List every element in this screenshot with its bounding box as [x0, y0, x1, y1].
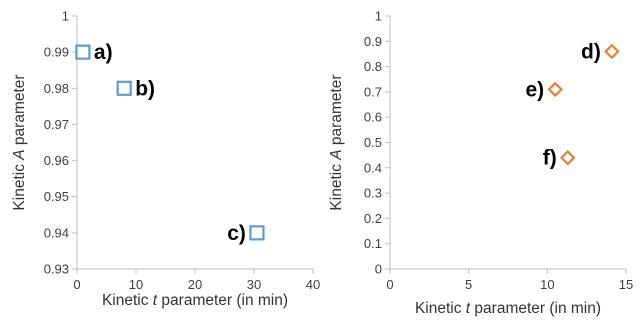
- x-axis-title: Kinetic t parameter (in min): [415, 300, 601, 317]
- y-tick-label: 0.2: [364, 211, 382, 226]
- x-tick-label: 15: [619, 277, 633, 292]
- y-tick-label: 0.98: [44, 81, 69, 96]
- y-tick-label: 0.6: [364, 110, 382, 125]
- data-point: [75, 44, 91, 60]
- y-tick-label: 0.3: [364, 186, 382, 201]
- y-tick-label: 0.7: [364, 84, 382, 99]
- data-point: [604, 43, 620, 60]
- x-axis-title: Kinetic t parameter (in min): [102, 292, 288, 309]
- y-axis-title-part: Kinetic: [11, 160, 28, 211]
- x-axis-title-part: Kinetic: [415, 300, 466, 317]
- x-tick-label: 5: [465, 277, 472, 292]
- data-label: b): [135, 77, 155, 100]
- y-tick-label: 0.5: [364, 135, 382, 150]
- x-tick-label: 30: [247, 277, 261, 292]
- y-tick-label: 0.94: [44, 225, 69, 240]
- data-label: a): [94, 41, 113, 64]
- x-tick-label: 0: [386, 277, 393, 292]
- x-tick-label: 10: [129, 277, 143, 292]
- y-axis-title-part: Kinetic: [328, 160, 345, 211]
- y-axis-title-part: parameter: [328, 74, 345, 149]
- data-label: e): [526, 78, 545, 101]
- y-tick-label: 0.95: [44, 189, 69, 204]
- y-axis-title: Kinetic A parameter: [11, 74, 28, 210]
- data-point: [249, 225, 265, 241]
- y-axis-title-part: A: [11, 149, 28, 160]
- data-label: c): [227, 222, 246, 245]
- y-tick-label: 0.99: [44, 45, 69, 60]
- x-axis-title-part: t: [466, 300, 471, 317]
- x-tick-label: 40: [306, 277, 320, 292]
- y-tick-label: 0.93: [44, 262, 69, 277]
- x-tick-label: 10: [540, 277, 554, 292]
- y-tick-label: 0.96: [44, 153, 69, 168]
- y-axis-title: Kinetic A parameter: [328, 74, 345, 210]
- data-label: f): [543, 147, 557, 170]
- y-axis-title-part: parameter: [11, 74, 28, 149]
- y-tick-label: 0.4: [364, 160, 382, 175]
- y-tick-label: 0: [375, 262, 382, 277]
- y-tick-label: 1: [62, 9, 69, 24]
- y-tick-label: 0.8: [364, 59, 382, 74]
- x-axis-title-part: Kinetic: [102, 292, 153, 309]
- x-tick-label: 20: [188, 277, 202, 292]
- data-label: d): [581, 40, 601, 63]
- x-axis-title-part: t: [153, 292, 158, 309]
- data-point: [116, 80, 132, 96]
- x-tick-label: 0: [73, 277, 80, 292]
- data-point: [560, 149, 576, 166]
- y-tick-label: 0.1: [364, 236, 382, 251]
- y-tick-label: 0.9: [364, 34, 382, 49]
- y-axis-title-part: A: [328, 149, 345, 160]
- y-tick-label: 0.97: [44, 117, 69, 132]
- x-axis-title-part: parameter (in min): [157, 292, 288, 309]
- chart-2: 00.10.20.30.40.50.60.70.80.910 5 10 15Kinet…: [328, 9, 633, 318]
- data-point: [547, 81, 563, 98]
- x-axis-title-part: parameter (in min): [470, 300, 601, 317]
- y-tick-label: 1: [375, 9, 382, 24]
